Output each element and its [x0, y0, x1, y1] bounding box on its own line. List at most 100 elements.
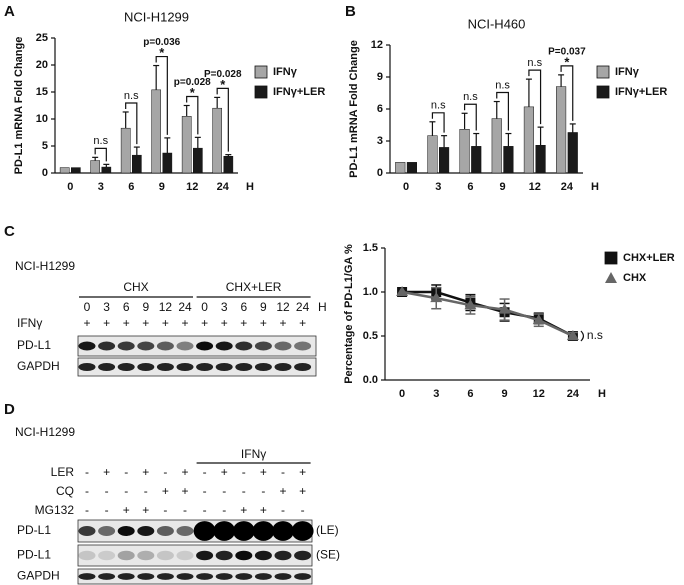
- bar: [151, 89, 162, 174]
- bar: [406, 162, 417, 174]
- treatment-mark: +: [260, 503, 267, 517]
- error-bar: [214, 96, 221, 109]
- x-tick-label: 12: [533, 388, 545, 400]
- x-tick-label: 24: [567, 388, 580, 400]
- bar: [101, 166, 112, 174]
- point: [532, 314, 545, 325]
- treatment-mark: +: [103, 316, 110, 330]
- treatment-mark: +: [181, 316, 188, 330]
- significance-bracket: [94, 147, 107, 162]
- p-value: P=0.037: [548, 47, 586, 58]
- band-label: PD-L1: [17, 338, 51, 352]
- lane-label: 9: [142, 300, 149, 314]
- y-tick-label: 0.5: [363, 330, 378, 342]
- x-tick-label: 9: [159, 181, 165, 193]
- treatment-mark: +: [240, 316, 247, 330]
- panel-letter: C: [4, 223, 15, 240]
- band: [252, 521, 275, 541]
- error-bar: [473, 132, 480, 147]
- bar: [395, 162, 406, 174]
- group-label: IFNγ: [241, 447, 266, 461]
- treatment-mark: +: [83, 316, 90, 330]
- treatment-mark: +: [142, 503, 149, 517]
- legend-label: CHX: [623, 272, 647, 284]
- treatment-mark: +: [103, 465, 110, 479]
- treatment-mark: +: [299, 484, 306, 498]
- series-line: [401, 290, 574, 338]
- error-bar: [558, 74, 565, 87]
- treatment-mark: -: [85, 503, 89, 517]
- y-axis-label: PD-L1 mRNA Fold Change: [13, 37, 25, 175]
- y-tick-label: 15: [36, 86, 48, 98]
- y-tick-label: 5: [42, 140, 48, 152]
- significance-mark: *: [564, 54, 570, 69]
- row-label: MG132: [35, 503, 75, 517]
- x-axis-label: H: [598, 388, 606, 400]
- row-label: IFNγ: [17, 316, 42, 330]
- treatment-mark: +: [299, 316, 306, 330]
- lane-label: 24: [178, 300, 192, 314]
- y-tick-label: 9: [377, 71, 383, 83]
- error-bar: [537, 126, 544, 146]
- treatment-mark: +: [260, 316, 267, 330]
- bar: [567, 132, 578, 174]
- error-bar: [493, 100, 500, 119]
- band: [215, 341, 233, 351]
- treatment-mark: +: [142, 465, 149, 479]
- x-tick-label: 9: [502, 388, 508, 400]
- band: [215, 362, 233, 372]
- band: [193, 521, 216, 541]
- x-tick-label: 9: [500, 181, 506, 193]
- treatment-mark: -: [281, 503, 285, 517]
- x-axis-label: H: [591, 181, 599, 193]
- y-tick-label: 0: [377, 167, 383, 179]
- lane-label: 24: [296, 300, 310, 314]
- treatment-mark: +: [123, 316, 130, 330]
- band: [235, 362, 253, 372]
- bar: [491, 118, 502, 174]
- treatment-mark: +: [240, 503, 247, 517]
- treatment-mark: -: [242, 465, 246, 479]
- x-tick-label: 12: [186, 181, 198, 193]
- annotation: n.s: [527, 57, 542, 69]
- significance-bracket: [496, 91, 510, 131]
- treatment-mark: +: [181, 484, 188, 498]
- band: [156, 550, 174, 561]
- band: [274, 573, 292, 580]
- treatment-mark: +: [123, 503, 130, 517]
- panel-letter: B: [345, 3, 356, 20]
- legend-marker: [254, 65, 268, 79]
- y-tick-label: 1.5: [363, 242, 378, 254]
- treatment-mark: -: [301, 503, 305, 517]
- treatment-mark: -: [203, 503, 207, 517]
- p-value: p=0.028: [174, 77, 211, 88]
- legend-label: IFNγ: [615, 66, 640, 78]
- blot-frame: [77, 568, 313, 585]
- x-tick-label: 3: [435, 181, 441, 193]
- y-axis-label: Percentage of PD-L1/GA %: [343, 244, 355, 384]
- error-bar: [569, 123, 576, 133]
- chart-title: NCI-H460: [468, 16, 526, 31]
- panel-letter: A: [4, 3, 15, 20]
- x-tick-label: 0: [399, 388, 405, 400]
- bar: [181, 116, 192, 174]
- significance-mark: *: [159, 45, 165, 60]
- lane-label: 6: [123, 300, 130, 314]
- legend-marker: [254, 85, 268, 99]
- x-tick-label: 0: [403, 181, 409, 193]
- error-bar: [429, 121, 436, 136]
- band-label: PD-L1: [17, 548, 51, 562]
- band: [274, 341, 292, 351]
- cell-line: NCI-H1299: [15, 425, 75, 439]
- band: [117, 341, 135, 351]
- bar: [556, 86, 567, 174]
- error-bar: [441, 135, 448, 148]
- band: [78, 362, 96, 372]
- band: [254, 362, 272, 372]
- band: [196, 341, 214, 351]
- y-tick-label: 6: [377, 103, 383, 115]
- band: [294, 573, 312, 580]
- treatment-mark: +: [162, 316, 169, 330]
- row-label: LER: [51, 465, 75, 479]
